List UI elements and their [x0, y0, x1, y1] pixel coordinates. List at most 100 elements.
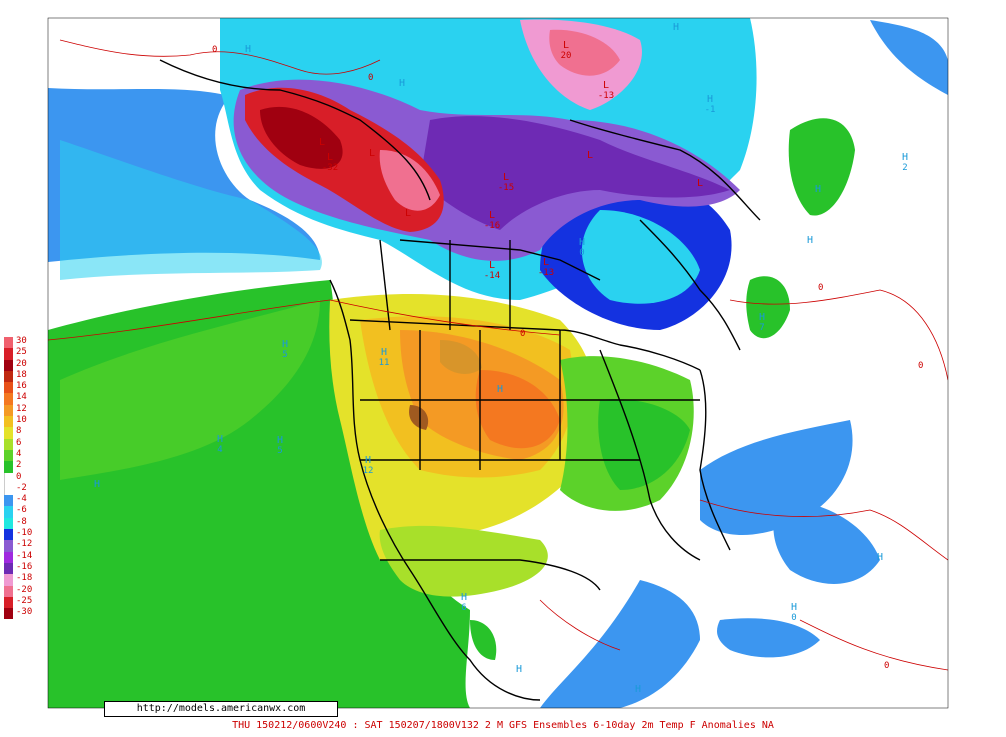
legend-entry: -30 [4, 607, 44, 620]
legend-swatch [4, 585, 13, 597]
high-marker: H [277, 435, 283, 446]
legend-swatch [4, 359, 13, 371]
legend-entry: 20 [4, 358, 44, 371]
legend-swatch [4, 348, 13, 360]
legend-entry: 14 [4, 392, 44, 405]
low-marker: L [503, 172, 509, 183]
high-marker-value: -1 [705, 105, 716, 115]
legend-swatch [4, 382, 13, 394]
legend-entry: -6 [4, 505, 44, 518]
contour-label: 0 [818, 283, 823, 293]
high-marker-value: 4 [217, 445, 222, 455]
legend-entry: 0 [4, 472, 44, 484]
contour-label: 0 [884, 661, 889, 671]
legend-entry: 10 [4, 415, 44, 428]
legend-label: -12 [16, 539, 33, 550]
contour-label: 0 [918, 361, 923, 371]
legend-label: 10 [16, 415, 27, 426]
legend-entry: 18 [4, 370, 44, 383]
legend-label: -16 [16, 561, 33, 572]
legend-entry: -4 [4, 494, 44, 507]
low-marker: L [489, 210, 495, 221]
high-marker-value: 2 [902, 163, 907, 173]
legend-label: -18 [16, 573, 33, 584]
legend-swatch [4, 506, 13, 518]
legend-entry: -16 [4, 561, 44, 575]
color-legend: 30 25 20 18 16 14 12 10 8 6 4 2 0 -2 -4 -6 -8 -10 -12 -14 -1… [4, 336, 44, 620]
high-marker: H [759, 312, 765, 323]
legend-label: 2 [16, 460, 22, 471]
legend-entry: 25 [4, 347, 44, 360]
high-marker: H [282, 339, 288, 350]
high-marker: H [461, 592, 467, 603]
high-marker-value: 7 [759, 323, 764, 333]
legend-label: 25 [16, 347, 27, 358]
legend-entry: 30 [4, 336, 44, 349]
low-marker: L [603, 80, 609, 91]
high-marker: H [707, 94, 713, 105]
low-marker: L [405, 208, 411, 219]
high-marker: H [399, 78, 405, 89]
high-marker-value: 5 [282, 350, 287, 360]
high-marker-value: 6 [461, 603, 466, 613]
map-boundaries [159, 59, 761, 701]
low-marker-value: -32 [322, 163, 338, 173]
legend-entry: -12 [4, 539, 44, 552]
low-marker: L [563, 40, 569, 51]
low-marker-value: -15 [498, 183, 514, 193]
low-marker-value: -14 [484, 271, 500, 281]
footer-caption: THU 150212/0600V240 : SAT 150207/1800V13… [232, 720, 774, 731]
legend-label: 30 [16, 336, 27, 346]
legend-label: -14 [16, 550, 33, 561]
high-marker: H [365, 455, 371, 466]
high-marker: H [516, 664, 522, 675]
high-marker-value: 0 [791, 613, 796, 623]
legend-swatch [4, 495, 13, 507]
legend-label: 8 [16, 426, 22, 437]
low-marker: L [587, 150, 593, 161]
contour-label: 0 [212, 45, 217, 55]
legend-entry: -2 [4, 482, 44, 496]
high-marker-value: 12 [363, 466, 374, 476]
zero-contours [48, 39, 948, 671]
high-marker: H [877, 552, 883, 563]
source-url[interactable]: http://models.americanwx.com [104, 701, 338, 717]
legend-label: 4 [16, 448, 22, 459]
legend-swatch [4, 540, 13, 552]
legend-label: -2 [16, 482, 27, 493]
high-marker: H [245, 44, 251, 55]
legend-label: -20 [16, 584, 33, 595]
legend-label: 12 [16, 403, 27, 414]
high-marker: H [902, 152, 908, 163]
low-marker: L [543, 257, 549, 268]
low-marker-value: -13 [538, 268, 554, 278]
low-marker-value: -13 [598, 91, 614, 101]
legend-swatch [4, 370, 13, 383]
low-marker: L [327, 152, 333, 163]
low-marker: L [489, 260, 495, 271]
legend-label: 6 [16, 437, 22, 448]
low-marker: L [319, 137, 325, 148]
legend-swatch [4, 483, 14, 496]
legend-entry: 6 [4, 437, 44, 450]
low-marker-value: -16 [484, 221, 500, 231]
legend-swatch [4, 416, 13, 428]
high-marker: H [94, 479, 100, 490]
high-marker: H [635, 684, 641, 695]
low-marker-value: 20 [561, 51, 572, 61]
legend-entry: 12 [4, 403, 44, 417]
legend-swatch [4, 393, 13, 405]
legend-swatch [4, 472, 14, 484]
legend-entry: 8 [4, 426, 44, 439]
legend-entry: -14 [4, 550, 44, 563]
legend-swatch [4, 608, 13, 620]
legend-label: 16 [16, 381, 27, 392]
legend-label: -25 [16, 595, 33, 606]
legend-entry: 4 [4, 448, 44, 462]
anomaly-fields [48, 18, 948, 708]
high-marker-value: 11 [379, 358, 390, 368]
legend-entry: -25 [4, 595, 44, 609]
legend-label: 20 [16, 358, 27, 369]
legend-entry: -8 [4, 517, 44, 530]
